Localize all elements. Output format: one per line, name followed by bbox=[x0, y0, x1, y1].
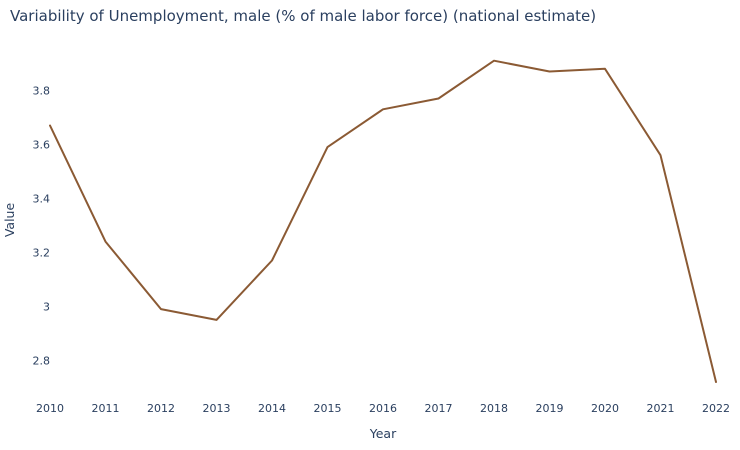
x-tick-label: 2012 bbox=[147, 402, 175, 415]
x-tick-label: 2020 bbox=[591, 402, 619, 415]
x-tick-label: 2022 bbox=[702, 402, 730, 415]
y-axis-title: Value bbox=[2, 203, 17, 238]
data-point bbox=[436, 96, 442, 102]
x-tick-label: 2015 bbox=[314, 402, 342, 415]
data-point bbox=[380, 106, 386, 112]
x-tick-label: 2011 bbox=[92, 402, 120, 415]
data-point bbox=[658, 152, 664, 158]
y-tick-label: 3.8 bbox=[33, 84, 51, 97]
y-tick-label: 3.2 bbox=[33, 246, 51, 259]
data-point bbox=[491, 58, 497, 64]
x-tick-label: 2014 bbox=[258, 402, 286, 415]
data-point bbox=[158, 306, 164, 312]
series-layer bbox=[47, 58, 719, 385]
x-tick-label: 2016 bbox=[369, 402, 397, 415]
data-point bbox=[547, 69, 553, 75]
x-tick-label: 2019 bbox=[536, 402, 564, 415]
data-point bbox=[269, 258, 275, 264]
x-tick-label: 2013 bbox=[203, 402, 231, 415]
data-point bbox=[47, 123, 53, 129]
x-axis-title: Year bbox=[369, 426, 397, 441]
data-point bbox=[602, 66, 608, 72]
y-tick-label: 3.6 bbox=[33, 138, 51, 151]
x-tick-label: 2017 bbox=[425, 402, 453, 415]
data-point bbox=[214, 317, 220, 323]
x-axis-ticks: 2010 2011 2012 2013 2014 2015 2016 2017 2018 2019… bbox=[36, 402, 730, 415]
data-point bbox=[713, 379, 719, 385]
y-tick-label: 2.8 bbox=[33, 354, 51, 367]
x-tick-label: 2018 bbox=[480, 402, 508, 415]
chart-title: Variability of Unemployment, male (% of … bbox=[10, 7, 596, 25]
data-point bbox=[325, 144, 331, 150]
y-tick-label: 3.4 bbox=[33, 192, 51, 205]
x-tick-label: 2021 bbox=[647, 402, 675, 415]
x-tick-label: 2010 bbox=[36, 402, 64, 415]
y-tick-label: 3 bbox=[43, 300, 50, 313]
series-line bbox=[49, 59, 717, 383]
y-axis-ticks: 2.8 3 3.2 3.4 3.6 3.8 bbox=[33, 84, 51, 367]
data-point bbox=[103, 239, 109, 245]
